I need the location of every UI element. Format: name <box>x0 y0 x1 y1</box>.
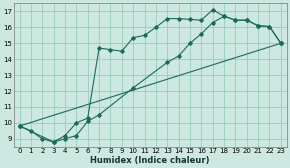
X-axis label: Humidex (Indice chaleur): Humidex (Indice chaleur) <box>90 156 210 164</box>
